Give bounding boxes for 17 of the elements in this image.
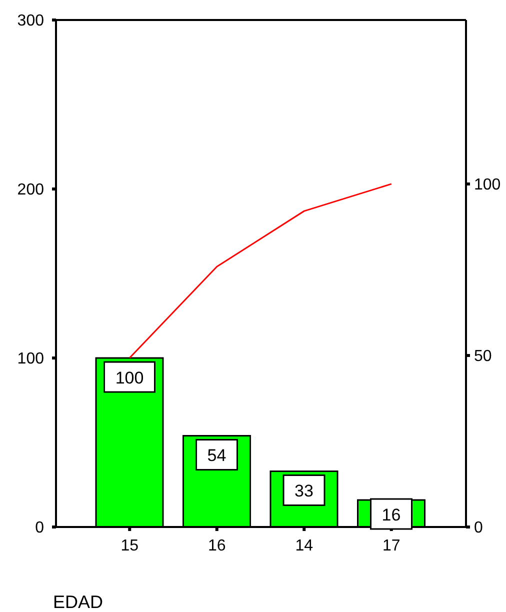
x-tick-label: 15: [120, 537, 139, 554]
line-series: [128, 183, 392, 359]
data-label: 100: [115, 368, 144, 388]
y-tick-label: 300: [17, 12, 44, 30]
y2-tick-label: 50: [474, 348, 492, 366]
x-tick-label: 16: [208, 537, 226, 554]
data-label: 33: [294, 482, 314, 501]
x-tick-label: 14: [295, 537, 314, 554]
data-label: 16: [382, 506, 401, 524]
y2-tick-label: 0: [474, 520, 483, 537]
y2-tick-label: 100: [474, 176, 501, 194]
y-tick-label: 100: [17, 350, 44, 368]
y-tick-label: 200: [17, 182, 44, 199]
x-axis-title: EDAD: [53, 592, 104, 612]
x-tick-label: 17: [382, 537, 400, 554]
y-tick-label: 0: [35, 520, 44, 537]
data-label: 54: [207, 446, 226, 466]
